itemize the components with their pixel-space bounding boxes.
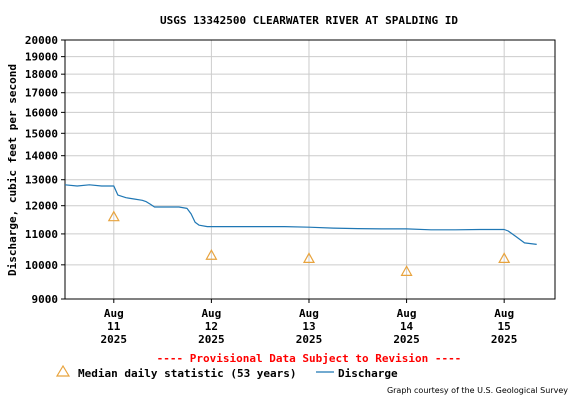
credit-text: Graph courtesy of the U.S. Geological Su… <box>387 386 568 395</box>
x-tick-label: Aug <box>397 307 417 320</box>
y-tick-label: 10000 <box>25 259 58 272</box>
x-tick-label: Aug <box>104 307 124 320</box>
x-tick-label: 2025 <box>101 333 128 346</box>
median-triangle-marker <box>498 252 511 264</box>
median-triangle-marker <box>302 252 316 264</box>
y-tick-label: 9000 <box>32 293 59 306</box>
chart-title: USGS 13342500 CLEARWATER RIVER AT SPALDI… <box>160 14 458 27</box>
x-tick-label: 2025 <box>393 333 420 346</box>
x-tick-label: 2025 <box>296 333 323 346</box>
y-tick-label: 13000 <box>25 174 58 187</box>
x-tick-label: 12 <box>205 320 218 333</box>
legend-median-triangle-icon <box>55 364 71 377</box>
plot-frame <box>64 39 556 300</box>
series-layer <box>64 184 537 245</box>
y-tick-label: 14000 <box>25 150 58 163</box>
median-triangle-marker <box>400 265 413 276</box>
y-tick-label: 11000 <box>25 228 58 241</box>
x-tick-label: 14 <box>400 320 414 333</box>
y-tick-label: 18000 <box>25 68 58 81</box>
y-tick-label: 17000 <box>25 87 58 100</box>
discharge-series-line <box>64 184 537 245</box>
x-tick-label: 15 <box>498 320 511 333</box>
y-axis-ticks: 9000 10000 11000 12000 13000 14000 15000 16000 1… <box>25 34 65 306</box>
legend: Median daily statistic (53 years) Discha… <box>55 364 398 380</box>
x-tick-label: Aug <box>299 307 319 320</box>
median-markers <box>107 210 511 276</box>
x-axis-ticks: Aug112025Aug122025Aug132025Aug142025Aug1… <box>101 299 518 346</box>
y-tick-label: 20000 <box>25 34 58 47</box>
x-tick-label: 2025 <box>198 333 225 346</box>
legend-discharge-label: Discharge <box>338 367 398 380</box>
x-tick-label: 13 <box>302 320 315 333</box>
y-axis-label: Discharge, cubic feet per second <box>6 64 19 276</box>
y-tick-label: 16000 <box>25 106 58 119</box>
x-tick-label: Aug <box>201 307 221 320</box>
median-triangle-marker <box>205 249 218 260</box>
provisional-notice: ---- Provisional Data Subject to Revisio… <box>157 352 462 365</box>
x-tick-label: Aug <box>494 307 514 320</box>
median-triangle-marker <box>107 210 120 222</box>
y-tick-label: 19000 <box>25 51 58 64</box>
y-tick-label: 12000 <box>25 200 58 213</box>
x-tick-label: 2025 <box>491 333 518 346</box>
legend-median-label: Median daily statistic (53 years) <box>78 367 297 380</box>
x-tick-label: 11 <box>107 320 121 333</box>
y-tick-label: 15000 <box>25 127 58 140</box>
